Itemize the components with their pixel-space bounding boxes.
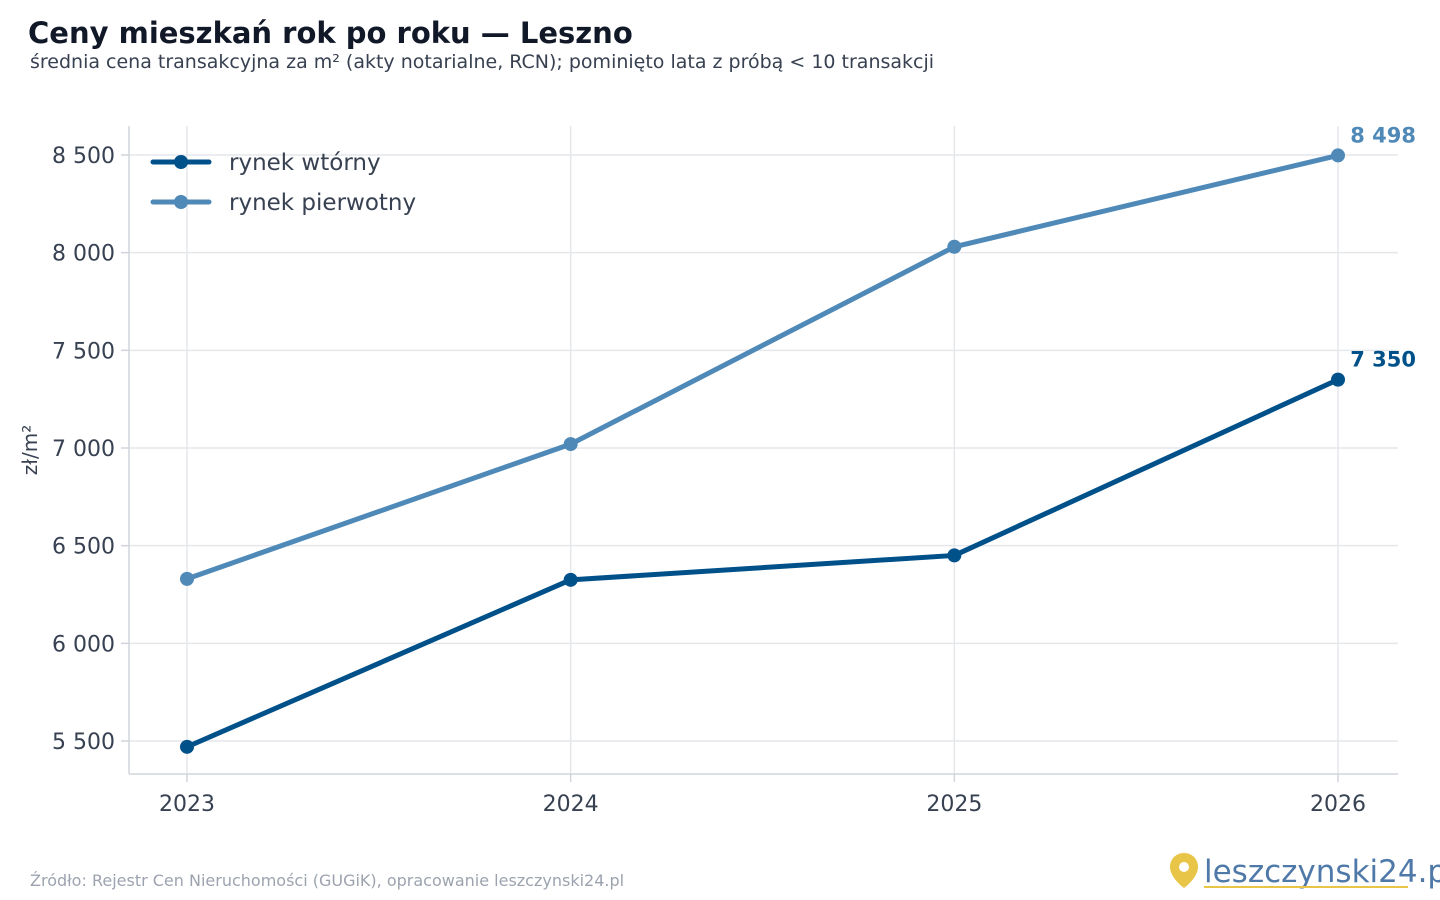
y-tick-label: 6 000 — [52, 632, 115, 657]
y-tick-label: 7 000 — [52, 437, 115, 462]
brand-logo-text: leszczynski24.pl — [1204, 854, 1440, 890]
data-point — [947, 239, 962, 254]
chart-subtitle: średnia cena transakcyjna za m² (akty no… — [30, 51, 934, 73]
y-tick-label: 5 500 — [52, 730, 115, 755]
y-tick-label: 8 500 — [52, 144, 115, 169]
x-axis-ticks: 2023 2024 2025 2026 — [159, 774, 1366, 817]
series-layer: 8 498 7 350 — [180, 123, 1416, 754]
legend-entry: rynek wtórny — [150, 150, 381, 176]
y-axis-label: zł/m² — [18, 425, 42, 475]
series-line — [184, 377, 1341, 750]
legend-entry: rynek pierwotny — [150, 190, 416, 216]
plot-axes — [128, 126, 1398, 775]
data-point — [180, 739, 194, 754]
grid-lines — [129, 126, 1398, 774]
brand-logo[interactable]: leszczynski24.pl — [1170, 853, 1440, 890]
legend-label: rynek pierwotny — [229, 190, 416, 216]
y-tick-label: 6 500 — [52, 535, 115, 560]
y-axis-ticks: 5 500 6 000 6 500 7 000 7 500 8 000 8 500 — [52, 144, 129, 755]
end-value-label: 8 498 — [1350, 123, 1416, 147]
data-point — [947, 548, 962, 563]
data-point — [1331, 148, 1345, 163]
series-1: 8 498 — [180, 123, 1416, 586]
x-tick-label: 2024 — [543, 792, 599, 817]
data-point — [180, 571, 194, 586]
data-point — [1331, 372, 1345, 387]
data-point — [563, 437, 578, 452]
series-0: 7 350 — [180, 348, 1416, 754]
x-tick-label: 2025 — [926, 792, 982, 817]
map-pin-icon — [1170, 853, 1198, 888]
legend-swatch-marker — [174, 155, 188, 169]
series-line — [184, 152, 1341, 582]
x-tick-label: 2026 — [1310, 792, 1366, 817]
legend-swatch-marker — [174, 195, 188, 209]
x-tick-label: 2023 — [159, 792, 215, 817]
legend-label: rynek wtórny — [229, 150, 381, 176]
y-tick-label: 8 000 — [52, 242, 115, 267]
end-value-label: 7 350 — [1350, 348, 1416, 372]
chart-title: Ceny mieszkań rok po roku — Leszno — [28, 16, 633, 50]
y-tick-label: 7 500 — [52, 339, 115, 364]
data-point — [563, 572, 578, 587]
source-note: Źródło: Rejestr Cen Nieruchomości (GUGiK… — [30, 871, 624, 890]
legend: rynek wtórny rynek pierwotny — [150, 150, 416, 216]
